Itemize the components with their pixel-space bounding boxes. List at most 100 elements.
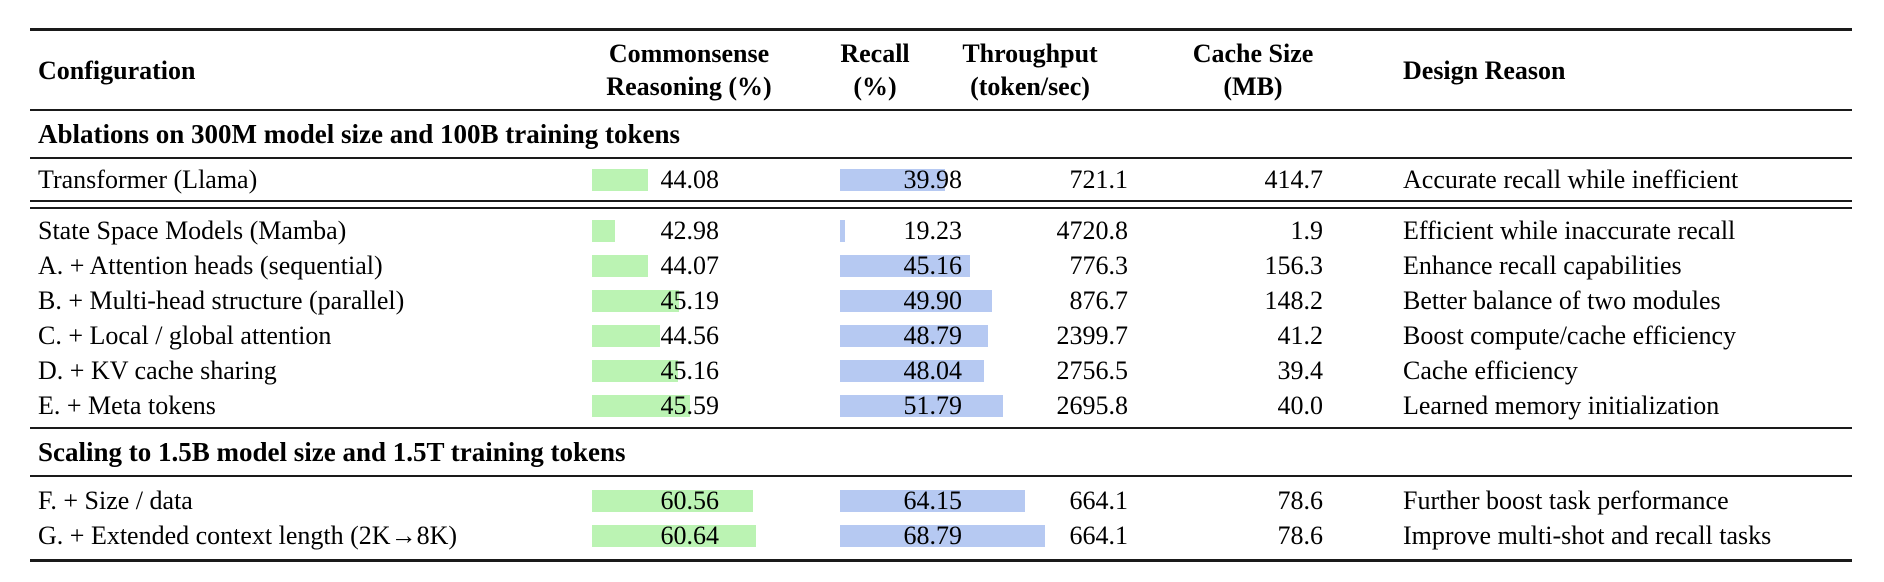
config-label: F. + Size / data — [38, 486, 193, 515]
header-cache-line2: (MB) — [1223, 72, 1283, 101]
group-scaling-rows: F. + Size / data 60.56 64.15 664.1 78.6 … — [30, 477, 1852, 559]
throughput-value: 721.1 — [1069, 165, 1129, 194]
commonsense-data-bar — [592, 324, 660, 347]
table-row: E. + Meta tokens 45.59 51.79 2695.8 40.0… — [30, 388, 1852, 423]
double-rule-separator — [30, 200, 1852, 209]
commonsense-value: 60.56 — [660, 486, 720, 515]
top-rule — [30, 28, 1852, 31]
commonsense-cell: 44.07 — [592, 248, 762, 283]
config-label: G. + Extended context length (2K→8K) — [38, 521, 458, 550]
throughput-value: 4720.8 — [1056, 216, 1129, 245]
cache-size-value: 78.6 — [1277, 521, 1324, 550]
config-label: State Space Models (Mamba) — [38, 216, 347, 245]
results-table: Configuration Commonsense Reasoning (%) … — [30, 28, 1852, 562]
column-gap — [762, 248, 840, 283]
section-title-scaling: Scaling to 1.5B model size and 1.5T trai… — [38, 437, 626, 467]
commonsense-value: 44.56 — [660, 321, 720, 350]
header-throughput: Throughput (token/sec) — [950, 37, 1110, 103]
cache-size-value: 39.4 — [1277, 356, 1324, 385]
column-gap2 — [1323, 248, 1403, 283]
cache-size-value: 40.0 — [1277, 391, 1324, 420]
recall-cell: 45.16 — [840, 248, 1040, 283]
table-header-row: Configuration Commonsense Reasoning (%) … — [30, 31, 1852, 109]
config-cell: B. + Multi-head structure (parallel) — [30, 283, 592, 318]
design-reason-label: Further boost task performance — [1403, 486, 1729, 515]
commonsense-cell: 45.59 — [592, 388, 762, 423]
column-gap — [762, 318, 840, 353]
recall-value: 68.79 — [903, 521, 963, 550]
commonsense-cell: 45.19 — [592, 283, 762, 318]
header-commonsense-line1: Commonsense — [608, 39, 770, 68]
group-ablation-rows: State Space Models (Mamba) 42.98 19.23 4… — [30, 209, 1852, 427]
commonsense-data-bar — [592, 168, 648, 191]
cache-size-value: 41.2 — [1277, 321, 1324, 350]
recall-cell: 39.98 — [840, 162, 1040, 197]
recall-cell: 19.23 — [840, 213, 1040, 248]
recall-data-bar — [840, 489, 1025, 512]
recall-data-bar — [840, 324, 988, 347]
table-row: B. + Multi-head structure (parallel) 45.… — [30, 283, 1852, 318]
header-design-reason-label: Design Reason — [1403, 55, 1566, 85]
config-cell: State Space Models (Mamba) — [30, 213, 592, 248]
rule-below-scaling-title — [30, 475, 1852, 477]
header-cache: Cache Size (MB) — [1110, 37, 1396, 103]
header-configuration: Configuration — [30, 54, 604, 87]
throughput-value: 876.7 — [1069, 286, 1129, 315]
config-cell: E. + Meta tokens — [30, 388, 592, 423]
section-title-ablations: Ablations on 300M model size and 100B tr… — [38, 119, 681, 149]
config-cell: F. + Size / data — [30, 483, 592, 518]
rule-above-scaling-title — [30, 427, 1852, 429]
commonsense-data-bar — [592, 219, 615, 242]
table-row: G. + Extended context length (2K→8K) 60.… — [30, 518, 1852, 553]
table-row: Transformer (Llama) 44.08 39.98 721.1 41… — [30, 162, 1852, 197]
cache-size-value: 414.7 — [1264, 165, 1324, 194]
header-recall-line2: (%) — [853, 72, 897, 101]
config-label: Transformer (Llama) — [38, 165, 258, 194]
table-row: A. + Attention heads (sequential) 44.07 … — [30, 248, 1852, 283]
commonsense-data-bar — [592, 289, 679, 312]
commonsense-cell: 44.56 — [592, 318, 762, 353]
commonsense-data-bar — [592, 524, 756, 547]
config-label: E. + Meta tokens — [38, 391, 216, 420]
recall-data-bar — [840, 254, 970, 277]
commonsense-value: 60.64 — [660, 521, 720, 550]
recall-data-bar — [840, 524, 1045, 547]
design-reason-label: Learned memory initialization — [1403, 391, 1720, 420]
recall-value: 45.16 — [903, 251, 963, 280]
column-gap2 — [1323, 483, 1403, 518]
design-reason-label: Accurate recall while inefficient — [1403, 165, 1739, 194]
config-cell: C. + Local / global attention — [30, 318, 592, 353]
group-baseline-transformer: Transformer (Llama) 44.08 39.98 721.1 41… — [30, 159, 1852, 200]
table-row: C. + Local / global attention 44.56 48.7… — [30, 318, 1852, 353]
recall-cell: 68.79 — [840, 518, 1045, 553]
recall-data-bar — [840, 168, 945, 191]
commonsense-value: 45.19 — [660, 286, 720, 315]
column-gap2 — [1323, 213, 1403, 248]
commonsense-value: 44.08 — [660, 165, 720, 194]
commonsense-data-bar — [592, 394, 690, 417]
recall-cell: 64.15 — [840, 483, 1040, 518]
recall-value: 51.79 — [903, 391, 963, 420]
column-gap — [762, 162, 840, 197]
header-throughput-line1: Throughput — [962, 39, 1098, 68]
throughput-value: 664.1 — [1069, 486, 1129, 515]
commonsense-cell: 44.08 — [592, 162, 762, 197]
recall-cell: 48.79 — [840, 318, 1040, 353]
column-gap2 — [1323, 518, 1403, 553]
recall-data-bar — [840, 219, 845, 242]
recall-value: 48.79 — [903, 321, 963, 350]
table-row: F. + Size / data 60.56 64.15 664.1 78.6 … — [30, 483, 1852, 518]
design-reason-label: Improve multi-shot and recall tasks — [1403, 521, 1772, 550]
header-commonsense-line2: Reasoning (%) — [606, 72, 772, 101]
header-recall-line1: Recall — [840, 39, 910, 68]
config-cell: D. + KV cache sharing — [30, 353, 592, 388]
recall-value: 48.04 — [903, 356, 963, 385]
design-reason-label: Efficient while inaccurate recall — [1403, 216, 1736, 245]
throughput-value: 2756.5 — [1056, 356, 1129, 385]
config-label: A. + Attention heads (sequential) — [38, 251, 383, 280]
recall-cell: 49.90 — [840, 283, 1040, 318]
config-label: D. + KV cache sharing — [38, 356, 277, 385]
column-gap2 — [1323, 353, 1403, 388]
header-cache-line1: Cache Size — [1192, 39, 1314, 68]
config-cell: G. + Extended context length (2K→8K) — [30, 518, 592, 553]
